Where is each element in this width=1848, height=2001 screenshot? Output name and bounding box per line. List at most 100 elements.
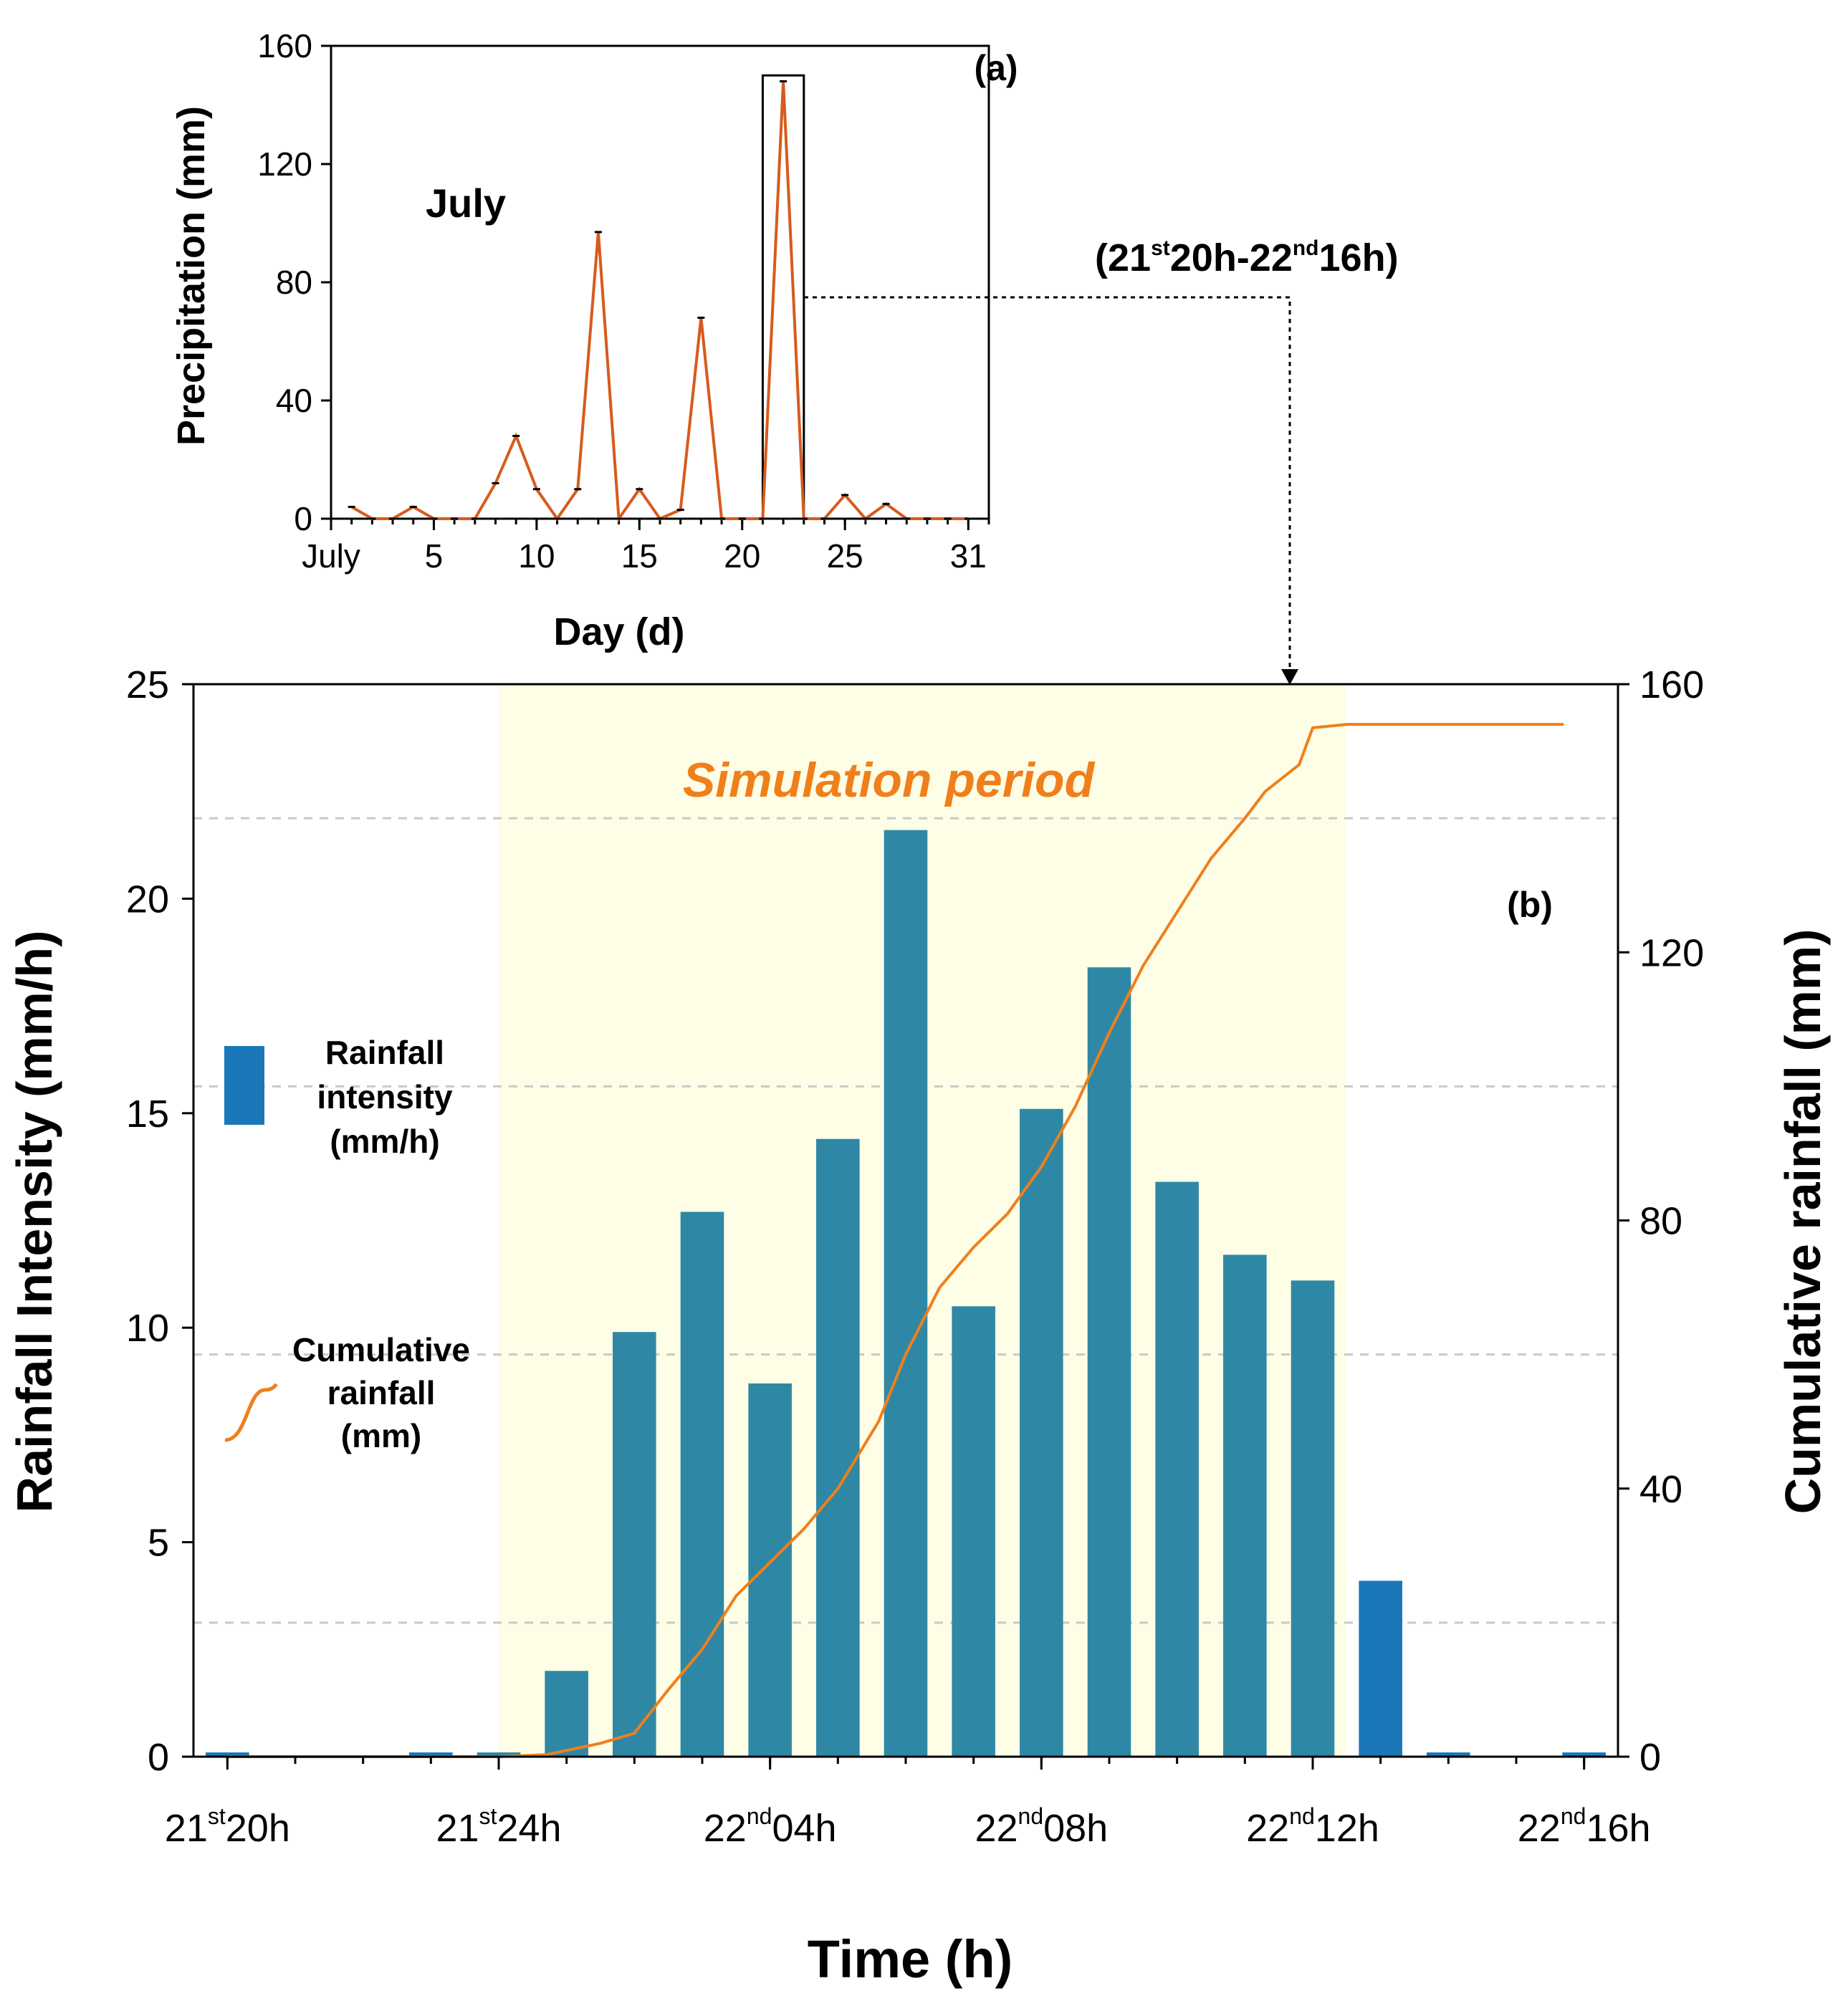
panel-a-x-tick-label: 20	[724, 537, 760, 575]
panel-a-y-tick-label: 160	[257, 27, 312, 64]
panel-b-x-tick-label: 22nd08h	[975, 1803, 1108, 1850]
legend-line-line3: (mm)	[341, 1417, 421, 1454]
panel-a-y-label: Precipitation (mm)	[170, 106, 213, 446]
legend-line-swatch	[224, 1383, 278, 1442]
panel-a-points	[348, 80, 972, 520]
legend-bar-swatch	[224, 1046, 264, 1125]
panel-b-bars	[206, 830, 1606, 1757]
panel-b-right-tick-label: 120	[1639, 931, 1704, 974]
rainfall-intensity-bar	[680, 1211, 724, 1757]
rainfall-intensity-bar	[1020, 1108, 1063, 1757]
range-label-sup1: st	[1151, 236, 1170, 260]
x-tick-day: 22	[704, 1807, 747, 1850]
rainfall-intensity-bar	[1359, 1580, 1402, 1757]
panel-a-x-tick-label: 15	[621, 537, 658, 575]
rainfall-intensity-bar	[613, 1332, 656, 1757]
panel-b-label: (b)	[1507, 885, 1553, 925]
x-tick-hour: 08h	[1043, 1807, 1108, 1850]
panel-b-left-y-ticks: 0 5 10 15 20 25	[126, 663, 193, 1779]
legend-bar-line1: Rainfall	[325, 1034, 444, 1071]
panel-b-right-y-ticks: 0 40 80 120 160	[1618, 663, 1704, 1779]
x-tick-day: 21	[436, 1807, 479, 1850]
panel-b-x-label: Time (h)	[808, 1929, 1012, 1989]
panel-a-x-label: Day (d)	[553, 610, 684, 653]
x-tick-hour: 20h	[226, 1807, 290, 1850]
legend-line-line2: rainfall	[327, 1374, 436, 1411]
panel-a-x-tick-label: 31	[950, 537, 987, 575]
x-tick-day: 22	[1246, 1807, 1289, 1850]
panel-b-x-tick-label: 22nd16h	[1518, 1803, 1651, 1850]
panel-b-x-ticks: 21st20h 21st24h 22nd04h 22nd08h 22nd12h 22nd1…	[165, 1757, 1651, 1850]
x-tick-suffix: st	[208, 1803, 226, 1829]
panel-a-chart: 0 40 80 120 160 July 5 10 15 20 25 31 (a) July Day…	[170, 27, 1018, 653]
x-tick-day: 21	[165, 1807, 208, 1850]
rainfall-intensity-bar	[952, 1306, 995, 1757]
x-tick-day: 22	[975, 1807, 1018, 1850]
x-tick-day: 22	[1518, 1807, 1561, 1850]
legend-bar-line2: intensity	[317, 1078, 453, 1115]
panel-b-x-tick-label: 21st20h	[165, 1803, 290, 1850]
panel-a-y-tick-label: 80	[276, 264, 312, 301]
rainfall-intensity-bar	[816, 1138, 860, 1757]
x-tick-hour: 12h	[1315, 1807, 1379, 1850]
cumulative-rainfall-line	[227, 723, 1564, 1758]
range-label-open: (	[1095, 236, 1108, 279]
x-tick-suffix: nd	[1289, 1803, 1315, 1829]
panel-a-precip-line	[350, 81, 969, 523]
panel-a-x-tick-label: July	[302, 537, 360, 575]
rainfall-intensity-bar	[1155, 1181, 1199, 1757]
legend-line-line1: Cumulative	[292, 1331, 470, 1368]
range-label-mid: 20h-22	[1170, 236, 1293, 279]
rainfall-intensity-bar	[1291, 1280, 1335, 1757]
panel-b-left-tick-label: 10	[126, 1307, 169, 1350]
panel-b-right-y-label: Cumulative rainfall (mm)	[1775, 929, 1831, 1515]
panel-a-y-tick-label: 120	[257, 145, 312, 183]
panel-a-plot-area	[330, 44, 990, 520]
rainfall-intensity-bar	[206, 1752, 249, 1757]
rainfall-intensity-bar	[884, 830, 928, 1757]
panel-b-left-tick-label: 20	[126, 878, 169, 921]
range-label-day1: 21	[1108, 236, 1151, 279]
panel-a-month-annotation: July	[426, 181, 506, 226]
panel-a-x-tick-label: 5	[425, 537, 444, 575]
rainfall-intensity-bar	[477, 1752, 521, 1757]
panel-b-left-y-label: Rainfall Intensity (mm/h)	[6, 931, 62, 1513]
panel-a-x-tick-label: 10	[518, 537, 555, 575]
panel-a-x-ticks: July 5 10 15 20 25 31	[302, 519, 990, 575]
range-label-sup2: nd	[1293, 236, 1319, 260]
legend-bar-line3: (mm/h)	[330, 1123, 439, 1160]
panel-b-right-tick-label: 80	[1639, 1200, 1682, 1243]
panel-b-x-tick-label: 22nd12h	[1246, 1803, 1379, 1850]
rainfall-intensity-bar	[1087, 967, 1131, 1757]
panel-a-y-ticks: 0 40 80 120 160	[257, 27, 331, 537]
x-tick-hour: 16h	[1586, 1807, 1650, 1850]
panel-a-x-tick-label: 25	[827, 537, 863, 575]
connector-arrowhead	[1281, 669, 1298, 685]
connector-dotted-line	[804, 296, 1291, 672]
panel-a-y-tick-label: 0	[294, 500, 312, 537]
x-tick-suffix: nd	[1018, 1803, 1044, 1829]
x-tick-suffix: st	[479, 1803, 497, 1829]
panel-b-left-tick-label: 25	[126, 663, 169, 706]
panel-a-y-tick-label: 40	[276, 382, 312, 419]
rainfall-intensity-bar	[1562, 1752, 1606, 1757]
panel-a-label: (a)	[974, 48, 1018, 88]
x-tick-suffix: nd	[747, 1803, 772, 1829]
range-label-end: 16h)	[1319, 236, 1399, 279]
simulation-period-label: Simulation period	[683, 753, 1096, 807]
panel-b-left-tick-label: 0	[148, 1736, 169, 1779]
rainfall-intensity-bar	[1223, 1254, 1267, 1757]
panel-a-highlight-box	[761, 74, 805, 520]
rainfall-intensity-bar	[545, 1671, 588, 1757]
panel-b-right-tick-label: 160	[1639, 663, 1704, 706]
rainfall-intensity-bar	[1427, 1752, 1470, 1757]
rainfall-intensity-bar	[409, 1752, 453, 1757]
rainfall-intensity-bar	[748, 1383, 792, 1757]
panel-b-legend: Rainfall intensity (mm/h) Cumulative rai…	[224, 1034, 470, 1454]
range-label: (21st20h-22nd16h)	[1095, 236, 1399, 279]
panel-b-x-tick-label: 22nd04h	[704, 1803, 837, 1850]
panel-b-left-tick-label: 5	[148, 1522, 169, 1565]
x-tick-hour: 24h	[497, 1807, 561, 1850]
